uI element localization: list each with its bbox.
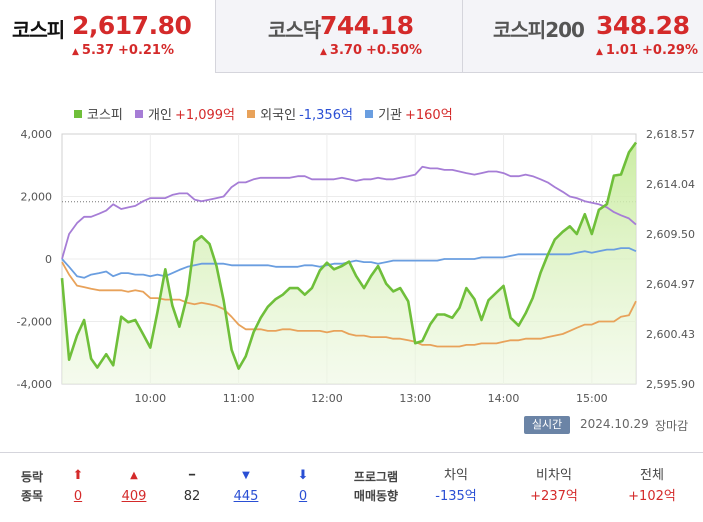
- y-left-tick-label: -2,000: [17, 316, 52, 329]
- up-arrow-icon: ▲: [72, 47, 79, 57]
- breadth-unchanged: ━ 82: [174, 467, 210, 507]
- index-change: ▲ 3.70 +0.50%: [320, 43, 422, 58]
- tab-name: 코스피200: [493, 18, 585, 42]
- tab-kosdaq[interactable]: 코스닥 744.18 ▲ 3.70 +0.50%: [216, 0, 463, 73]
- legend-label: 기관: [378, 108, 402, 123]
- y-right-tick-label: 2,609.50: [646, 228, 695, 241]
- tab-kospi[interactable]: 코스피 2,617.80 ▲ 5.37 +0.21%: [0, 0, 216, 73]
- y-left-tick-label: 2,000: [21, 191, 53, 204]
- tab-name: 코스닥: [268, 18, 321, 42]
- legend-label: 개인: [148, 108, 172, 123]
- up-triangle-icon: ▲: [130, 470, 138, 481]
- kospi-line: [60, 141, 638, 370]
- tab-name: 코스피: [12, 18, 65, 42]
- x-tick-label: 12:00: [311, 392, 343, 405]
- down-triangle-icon: ▼: [242, 470, 250, 481]
- x-tick-label: 13:00: [399, 392, 431, 405]
- y-right-tick-label: 2,595.90: [646, 378, 695, 391]
- breadth-count[interactable]: 0: [73, 489, 83, 504]
- legend-value: +160억: [405, 108, 453, 123]
- program-arbitrage: 차익 -135억: [420, 467, 492, 507]
- breadth-title-line1: 등락: [20, 470, 44, 484]
- market-summary: 등락 종목 ⬆ 0 ▲ 409 ━ 82 ▼ 445 ⬇ 0 프로그램 매매동향…: [0, 452, 703, 522]
- y-left-tick-label: -4,000: [17, 378, 52, 391]
- y-right-tick-label: 2,600.43: [646, 328, 695, 341]
- change-percent: +0.21%: [118, 43, 174, 58]
- legend-value: -1,356억: [299, 108, 353, 123]
- program-title-line1: 프로그램: [353, 470, 399, 484]
- breadth-falling[interactable]: ▼ 445: [228, 467, 264, 507]
- breadth-count[interactable]: 0: [298, 489, 308, 504]
- breadth-lower-limit[interactable]: ⬇ 0: [291, 467, 315, 507]
- y-right-tick-label: 2,618.57: [646, 128, 695, 141]
- realtime-badge[interactable]: 실시간: [524, 416, 570, 434]
- index-tabs: 코스피 2,617.80 ▲ 5.37 +0.21% 코스닥 744.18 ▲ 3.7…: [0, 0, 703, 73]
- up-arrow-icon: ▲: [320, 47, 327, 57]
- breadth-count: 82: [183, 489, 201, 504]
- chart-date: 2024.10.29: [580, 417, 649, 431]
- index-value: 2,617.80: [72, 11, 192, 40]
- intraday-chart: 4,000 2,000 0 -2,000 -4,000 2,618.57 2,614.04 2…: [17, 128, 695, 405]
- breadth-count[interactable]: 445: [233, 489, 259, 504]
- program-label: 비차익: [536, 468, 572, 483]
- legend-swatch: [135, 109, 144, 118]
- index-change: ▲ 5.37 +0.21%: [72, 43, 174, 58]
- program-non-arbitrage: 비차익 +237억: [512, 467, 596, 507]
- program-title: 프로그램 매매동향: [346, 468, 406, 506]
- breadth-title: 등락 종목: [12, 468, 52, 506]
- index-value: 744.18: [320, 11, 414, 40]
- x-tick-label: 11:00: [223, 392, 255, 405]
- program-label: 차익: [444, 468, 468, 483]
- y-left-tick-label: 4,000: [21, 128, 53, 141]
- legend-label: 코스피: [87, 108, 123, 123]
- index-value: 348.28: [596, 11, 690, 40]
- breadth-title-line2: 종목: [20, 489, 44, 503]
- legend-swatch: [247, 109, 256, 118]
- legend-swatch: [365, 109, 374, 118]
- breadth-rising[interactable]: ▲ 409: [116, 467, 152, 507]
- legend-item-individual[interactable]: 개인 +1,099억: [135, 104, 235, 123]
- legend-value: +1,099억: [174, 108, 236, 123]
- chart-legend: 코스피 개인 +1,099억 외국인 -1,356억 기관 +160억: [74, 104, 461, 123]
- lower-limit-icon: ⬇: [297, 468, 309, 483]
- program-value: +102억: [628, 489, 676, 504]
- y-right-tick-label: 2,614.04: [646, 178, 695, 191]
- change-points: 3.70: [329, 43, 362, 58]
- legend-item-institution[interactable]: 기관 +160억: [365, 104, 453, 123]
- legend-swatch: [74, 109, 82, 118]
- program-title-line2: 매매동향: [353, 489, 399, 503]
- upper-limit-icon: ⬆: [72, 468, 84, 483]
- legend-label: 외국인: [260, 108, 297, 123]
- change-percent: +0.50%: [366, 43, 422, 58]
- program-value: +237억: [530, 489, 578, 504]
- x-tick-label: 10:00: [134, 392, 166, 405]
- session-status: 장마감: [655, 419, 689, 433]
- x-tick-label: 14:00: [488, 392, 520, 405]
- up-arrow-icon: ▲: [596, 47, 603, 57]
- program-label: 전체: [640, 468, 664, 483]
- legend-item-foreign[interactable]: 외국인 -1,356억: [247, 104, 353, 123]
- breadth-upper-limit[interactable]: ⬆ 0: [66, 467, 90, 507]
- tab-kospi200[interactable]: 코스피200 348.28 ▲ 1.01 +0.29%: [463, 0, 703, 73]
- change-points: 1.01: [605, 43, 638, 58]
- legend-item-kospi[interactable]: 코스피: [74, 104, 123, 123]
- change-percent: +0.29%: [642, 43, 698, 58]
- individual-line: [61, 165, 637, 260]
- foreign-line: [61, 261, 637, 348]
- y-left-tick-label: 0: [45, 253, 52, 266]
- change-points: 5.37: [81, 43, 114, 58]
- index-change: ▲ 1.01 +0.29%: [596, 43, 698, 58]
- unchanged-dash-icon: ━: [188, 470, 196, 481]
- breadth-count[interactable]: 409: [121, 489, 147, 504]
- x-tick-label: 15:00: [576, 392, 608, 405]
- y-right-tick-label: 2,604.97: [646, 278, 695, 291]
- program-value: -135억: [435, 489, 477, 504]
- program-total: 전체 +102억: [610, 467, 694, 507]
